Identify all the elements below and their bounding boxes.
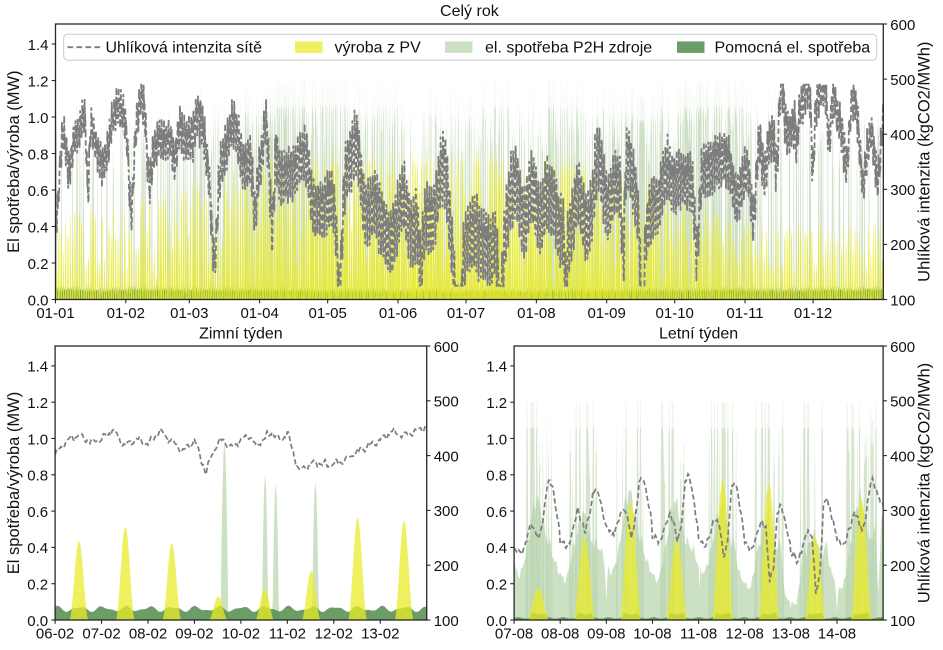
svg-text:Uhlíková intenzita (kgCO2/MWh): Uhlíková intenzita (kgCO2/MWh) bbox=[916, 363, 934, 603]
svg-text:výroba z PV: výroba z PV bbox=[335, 40, 422, 57]
svg-text:01-09: 01-09 bbox=[587, 305, 625, 322]
svg-text:300: 300 bbox=[890, 182, 915, 199]
svg-text:1.4: 1.4 bbox=[486, 359, 507, 376]
svg-text:0.6: 0.6 bbox=[486, 504, 507, 521]
svg-text:01-03: 01-03 bbox=[170, 305, 208, 322]
svg-text:400: 400 bbox=[890, 127, 915, 144]
svg-text:10-02: 10-02 bbox=[222, 626, 260, 643]
svg-text:200: 200 bbox=[890, 237, 915, 254]
svg-text:07-02: 07-02 bbox=[82, 626, 120, 643]
svg-text:13-08: 13-08 bbox=[772, 626, 810, 643]
svg-text:01-02: 01-02 bbox=[107, 305, 145, 322]
svg-text:08-08: 08-08 bbox=[541, 626, 579, 643]
svg-text:11-08: 11-08 bbox=[680, 626, 717, 643]
svg-text:300: 300 bbox=[434, 503, 459, 520]
svg-text:01-11: 01-11 bbox=[726, 305, 763, 322]
svg-text:0.4: 0.4 bbox=[28, 219, 49, 236]
svg-text:0.8: 0.8 bbox=[27, 468, 48, 485]
svg-text:08-02: 08-02 bbox=[129, 626, 167, 643]
svg-text:0.8: 0.8 bbox=[28, 146, 49, 163]
svg-text:01-01: 01-01 bbox=[36, 305, 74, 322]
svg-text:01-10: 01-10 bbox=[656, 305, 694, 322]
svg-text:El spotřeba/výroba (MW): El spotřeba/výroba (MW) bbox=[5, 392, 23, 574]
svg-text:1.0: 1.0 bbox=[27, 431, 48, 448]
svg-text:200: 200 bbox=[890, 558, 915, 575]
svg-text:07-08: 07-08 bbox=[495, 626, 533, 643]
svg-text:01-06: 01-06 bbox=[379, 305, 417, 322]
svg-text:400: 400 bbox=[890, 448, 915, 465]
svg-text:1.2: 1.2 bbox=[28, 73, 49, 90]
svg-text:01-04: 01-04 bbox=[240, 305, 278, 322]
svg-text:0.2: 0.2 bbox=[28, 256, 49, 273]
svg-text:0.6: 0.6 bbox=[27, 504, 48, 521]
svg-text:600: 600 bbox=[434, 339, 459, 356]
svg-text:600: 600 bbox=[890, 17, 915, 34]
svg-text:Letní týden: Letní týden bbox=[659, 326, 738, 343]
svg-text:0.4: 0.4 bbox=[27, 540, 48, 557]
svg-text:0.0: 0.0 bbox=[486, 613, 507, 630]
svg-text:0.6: 0.6 bbox=[28, 183, 49, 200]
svg-text:1.4: 1.4 bbox=[27, 359, 48, 376]
svg-text:06-02: 06-02 bbox=[36, 626, 74, 643]
svg-text:500: 500 bbox=[890, 394, 915, 411]
svg-text:01-12: 01-12 bbox=[794, 305, 832, 322]
svg-text:0.0: 0.0 bbox=[28, 292, 49, 309]
svg-text:01-08: 01-08 bbox=[517, 305, 555, 322]
svg-text:09-08: 09-08 bbox=[587, 626, 625, 643]
svg-text:600: 600 bbox=[890, 339, 915, 356]
svg-text:100: 100 bbox=[890, 292, 915, 309]
svg-text:10-08: 10-08 bbox=[633, 626, 671, 643]
svg-text:0.4: 0.4 bbox=[486, 540, 507, 557]
svg-text:Celý rok: Celý rok bbox=[440, 3, 500, 20]
svg-text:1.4: 1.4 bbox=[28, 37, 49, 54]
svg-text:12-08: 12-08 bbox=[726, 626, 764, 643]
svg-text:Uhlíková intenzita sítě: Uhlíková intenzita sítě bbox=[106, 40, 263, 57]
svg-text:400: 400 bbox=[434, 448, 459, 465]
svg-text:100: 100 bbox=[434, 613, 459, 630]
svg-text:01-07: 01-07 bbox=[447, 305, 485, 322]
svg-text:1.0: 1.0 bbox=[486, 431, 507, 448]
svg-text:el. spotřeba P2H zdroje: el. spotřeba P2H zdroje bbox=[485, 40, 652, 57]
svg-text:200: 200 bbox=[434, 558, 459, 575]
svg-text:300: 300 bbox=[890, 503, 915, 520]
svg-text:El spotřeba/výroba (MW): El spotřeba/výroba (MW) bbox=[5, 70, 23, 252]
svg-text:13-02: 13-02 bbox=[361, 626, 399, 643]
svg-text:12-02: 12-02 bbox=[315, 626, 353, 643]
svg-text:01-05: 01-05 bbox=[308, 305, 346, 322]
svg-text:1.2: 1.2 bbox=[27, 395, 48, 412]
svg-text:0.2: 0.2 bbox=[27, 577, 48, 594]
svg-text:0.2: 0.2 bbox=[486, 577, 507, 594]
svg-text:0.0: 0.0 bbox=[27, 613, 48, 630]
svg-text:100: 100 bbox=[890, 613, 915, 630]
svg-text:14-08: 14-08 bbox=[818, 626, 856, 643]
svg-text:1.0: 1.0 bbox=[28, 110, 49, 127]
svg-text:500: 500 bbox=[890, 72, 915, 89]
svg-text:Uhlíková intenzita (kgCO2/MWh): Uhlíková intenzita (kgCO2/MWh) bbox=[916, 42, 934, 282]
svg-text:500: 500 bbox=[434, 394, 459, 411]
svg-text:11-02: 11-02 bbox=[269, 626, 306, 643]
svg-text:1.2: 1.2 bbox=[486, 395, 507, 412]
svg-text:Pomocná el. spotřeba: Pomocná el. spotřeba bbox=[715, 40, 871, 57]
svg-text:Zimní týden: Zimní týden bbox=[199, 326, 283, 343]
svg-text:0.8: 0.8 bbox=[486, 468, 507, 485]
svg-text:09-02: 09-02 bbox=[175, 626, 213, 643]
